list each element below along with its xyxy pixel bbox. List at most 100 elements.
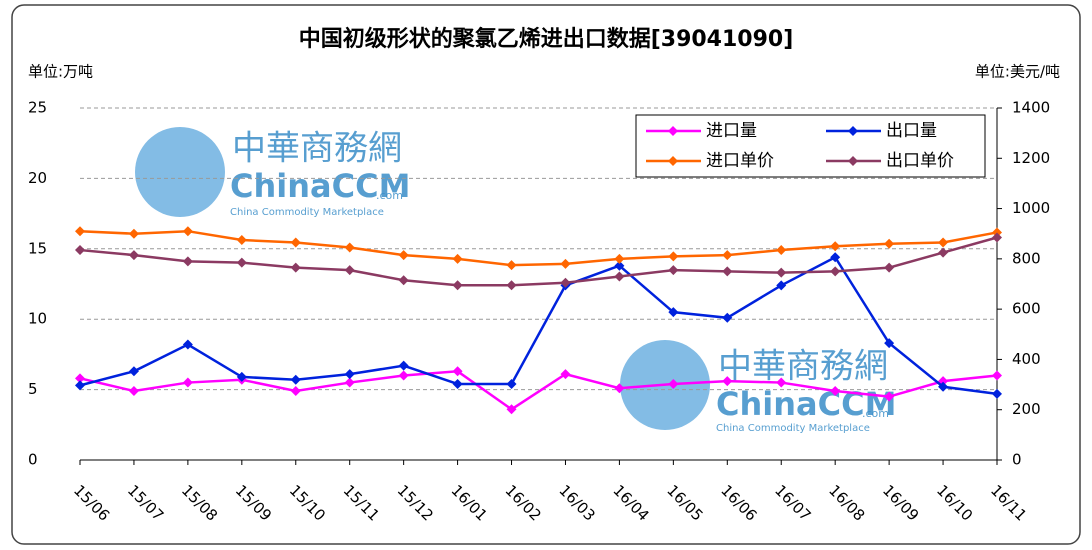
marker <box>722 312 733 323</box>
watermark-en: ChinaCCM <box>230 167 410 205</box>
y-tick-label: 0 <box>28 451 38 469</box>
y-tick-label: 10 <box>28 310 47 328</box>
marker <box>992 388 1002 399</box>
marker <box>830 241 841 252</box>
y2-tick-label: 400 <box>1012 350 1041 368</box>
marker <box>182 339 193 350</box>
marker <box>614 383 625 394</box>
marker <box>182 256 193 267</box>
marker <box>290 374 301 385</box>
marker <box>992 232 1002 243</box>
legend-label: 出口单价 <box>886 151 954 171</box>
marker <box>128 366 139 377</box>
series-line <box>79 236 998 287</box>
marker <box>290 386 301 397</box>
marker <box>506 280 517 291</box>
marker <box>884 391 895 402</box>
legend-marker <box>668 126 678 136</box>
marker <box>344 369 355 380</box>
marker <box>884 338 895 349</box>
series-line <box>79 370 998 411</box>
marker <box>938 237 949 248</box>
watermark-domain: .com <box>862 407 889 420</box>
marker <box>560 369 571 380</box>
marker <box>452 378 463 389</box>
marker <box>884 238 895 249</box>
marker <box>938 247 949 258</box>
watermark-en: ChinaCCM <box>716 385 896 423</box>
marker <box>290 237 301 248</box>
marker <box>452 280 463 291</box>
marker <box>128 228 139 239</box>
watermark-cn: 中華商務網 <box>232 129 402 169</box>
marker <box>398 275 409 286</box>
watermark-tagline: China Commodity Marketplace <box>230 207 384 218</box>
marker <box>75 245 85 256</box>
marker <box>452 366 463 377</box>
marker <box>182 377 193 388</box>
legend-marker <box>668 156 678 166</box>
marker <box>75 373 85 384</box>
marker <box>182 226 193 237</box>
chart-title: 中国初级形状的聚氯乙烯进出口数据[39041090] <box>299 26 794 52</box>
marker <box>830 386 841 397</box>
marker <box>398 360 409 371</box>
logo-globe <box>135 127 225 217</box>
marker <box>722 376 733 387</box>
marker <box>236 235 247 245</box>
marker <box>776 245 787 256</box>
marker <box>344 265 355 276</box>
marker <box>992 227 1002 238</box>
legend-label: 进口单价 <box>706 151 774 171</box>
legend-marker <box>848 156 858 166</box>
marker <box>398 250 409 261</box>
marker <box>776 377 787 388</box>
marker <box>398 370 409 381</box>
marker <box>614 260 625 271</box>
y2-tick-label: 1000 <box>1012 199 1050 217</box>
marker <box>236 257 247 268</box>
y2-tick-label: 1400 <box>1012 99 1050 117</box>
marker <box>452 253 463 264</box>
legend-label: 出口量 <box>886 121 937 141</box>
marker <box>668 378 679 389</box>
y-axis-unit: 单位:万吨 <box>28 63 93 81</box>
marker <box>75 380 85 391</box>
marker <box>668 265 679 276</box>
marker <box>128 250 139 261</box>
marker <box>830 252 841 263</box>
marker <box>290 262 301 273</box>
marker <box>722 266 733 277</box>
marker <box>830 266 841 277</box>
marker <box>776 280 787 291</box>
marker <box>344 377 355 388</box>
marker <box>236 371 247 382</box>
marker <box>722 250 733 261</box>
marker <box>668 251 679 262</box>
marker <box>506 260 517 271</box>
y2-tick-label: 800 <box>1012 249 1041 267</box>
series-line <box>79 229 998 267</box>
marker <box>506 378 517 389</box>
legend-label: 进口量 <box>706 121 757 141</box>
frame <box>11 4 1081 545</box>
legend-box <box>635 114 986 178</box>
y-tick-label: 20 <box>28 169 47 187</box>
marker <box>992 370 1002 381</box>
marker <box>776 267 787 278</box>
marker <box>668 307 679 318</box>
y2-axis-unit: 单位:美元/吨 <box>975 63 1060 81</box>
marker <box>884 262 895 273</box>
y2-tick-label: 200 <box>1012 400 1041 418</box>
y2-tick-label: 0 <box>1012 451 1022 469</box>
marker <box>506 404 517 415</box>
y2-tick-label: 1200 <box>1012 149 1050 167</box>
legend-marker <box>848 126 858 136</box>
marker <box>128 386 139 397</box>
marker <box>614 271 625 282</box>
marker <box>614 253 625 264</box>
y2-tick-label: 600 <box>1012 300 1041 318</box>
watermark-domain: .com <box>376 189 403 202</box>
marker <box>560 277 571 288</box>
